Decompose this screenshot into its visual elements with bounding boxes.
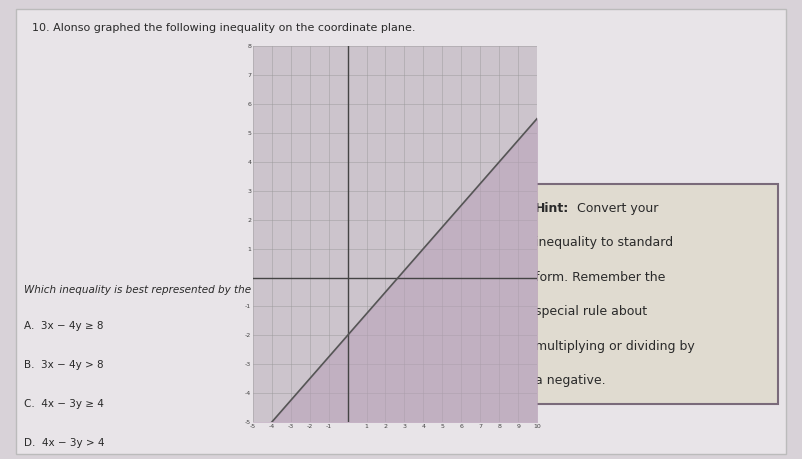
Text: Convert your: Convert your [573,202,658,215]
Text: 10. Alonso graphed the following inequality on the coordinate plane.: 10. Alonso graphed the following inequal… [32,23,415,33]
FancyBboxPatch shape [16,9,786,454]
Text: D.  4x − 3y > 4: D. 4x − 3y > 4 [24,438,104,448]
FancyBboxPatch shape [525,184,778,404]
Text: special rule about: special rule about [535,305,647,318]
Text: Hint:: Hint: [535,202,569,215]
Text: a negative.: a negative. [535,374,606,387]
Text: A.  3x − 4y ≥ 8: A. 3x − 4y ≥ 8 [24,321,103,331]
Text: inequality to standard: inequality to standard [535,236,673,249]
Text: Which inequality is best represented by the graph?: Which inequality is best represented by … [24,285,290,295]
Text: form. Remember the: form. Remember the [535,271,666,284]
Text: C.  4x − 3y ≥ 4: C. 4x − 3y ≥ 4 [24,399,104,409]
Text: B.  3x − 4y > 8: B. 3x − 4y > 8 [24,360,103,370]
Text: multiplying or dividing by: multiplying or dividing by [535,340,695,353]
